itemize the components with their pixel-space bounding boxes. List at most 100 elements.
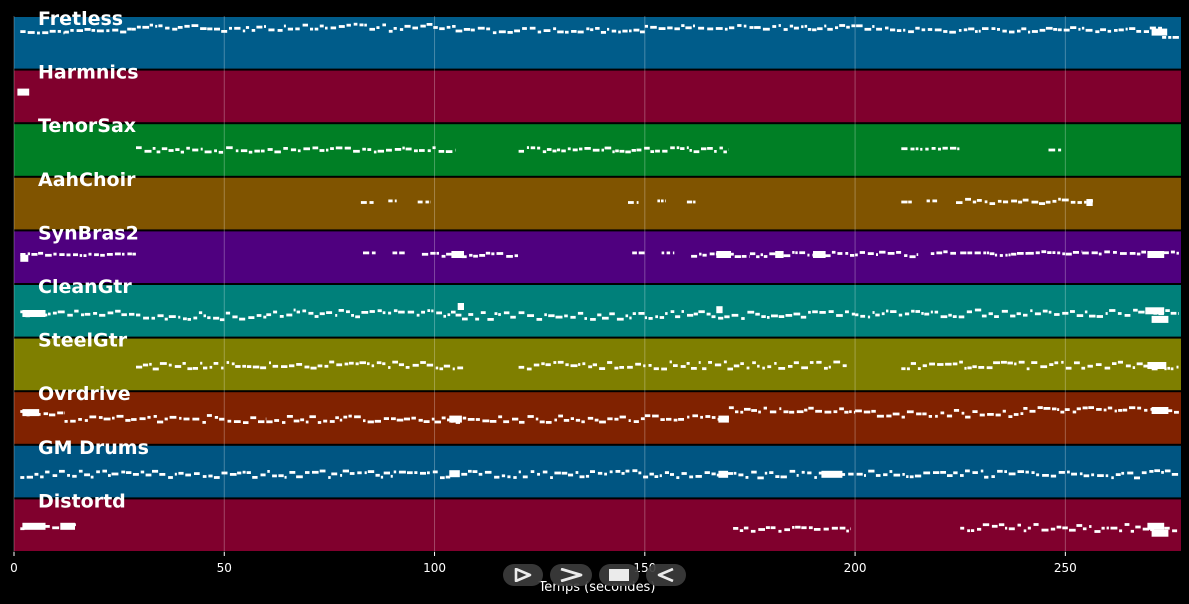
- note: [1124, 523, 1130, 526]
- note: [1002, 29, 1007, 33]
- note: [1091, 473, 1095, 477]
- note: [376, 361, 382, 365]
- note: [590, 28, 594, 32]
- note: [923, 471, 931, 475]
- note: [278, 474, 284, 478]
- track-notes: [360, 197, 1093, 206]
- note: [289, 471, 296, 474]
- note: [364, 23, 367, 27]
- note: [304, 365, 310, 369]
- note: [1050, 527, 1056, 531]
- note: [1070, 200, 1076, 204]
- note: [526, 146, 529, 149]
- note: [751, 409, 757, 412]
- note: [527, 415, 534, 418]
- note: [266, 420, 273, 424]
- note: [131, 27, 136, 31]
- note: [510, 315, 516, 319]
- note: [132, 252, 136, 256]
- note: [535, 417, 539, 421]
- note: [147, 415, 151, 419]
- note: [801, 366, 808, 370]
- note: [967, 251, 973, 255]
- play-outline-button[interactable]: [503, 564, 543, 586]
- note: [1081, 250, 1083, 254]
- note: [848, 472, 854, 476]
- note: [982, 27, 989, 30]
- note: [672, 251, 675, 255]
- note: [1129, 27, 1136, 30]
- note: [789, 410, 795, 414]
- note: [695, 475, 702, 478]
- note: [1076, 524, 1083, 527]
- note: [326, 148, 329, 152]
- note: [915, 147, 919, 151]
- note: [817, 27, 823, 31]
- note-block: [17, 88, 30, 96]
- note: [66, 253, 71, 257]
- note: [594, 418, 599, 422]
- note: [392, 360, 398, 364]
- note: [506, 255, 513, 258]
- note: [808, 310, 811, 314]
- note: [1076, 407, 1081, 411]
- note: [792, 526, 795, 529]
- note: [657, 199, 660, 203]
- note: [1037, 406, 1043, 409]
- note: [84, 28, 91, 31]
- note: [20, 410, 24, 413]
- note: [302, 23, 308, 27]
- note: [654, 475, 659, 478]
- note: [20, 527, 25, 531]
- note: [296, 363, 303, 366]
- forward-button[interactable]: [550, 564, 592, 586]
- note: [635, 362, 641, 366]
- note: [302, 309, 307, 313]
- note: [369, 27, 375, 31]
- note: [876, 414, 884, 418]
- note: [693, 150, 700, 154]
- note: [514, 254, 518, 258]
- note: [653, 367, 659, 371]
- note: [904, 312, 910, 316]
- note: [393, 470, 397, 474]
- note: [859, 251, 865, 254]
- back-button[interactable]: [646, 564, 686, 586]
- note: [272, 364, 279, 368]
- note: [290, 148, 297, 152]
- note: [136, 365, 143, 369]
- note: [1172, 36, 1179, 39]
- note: [670, 146, 675, 150]
- note: [796, 410, 804, 414]
- note: [906, 410, 914, 414]
- note: [1084, 310, 1088, 314]
- note: [1011, 252, 1017, 256]
- note: [622, 29, 628, 33]
- note: [57, 30, 61, 33]
- note: [1118, 28, 1124, 32]
- track-notes: [136, 146, 1062, 154]
- note: [687, 313, 694, 317]
- note: [789, 24, 794, 28]
- note: [1110, 526, 1118, 530]
- note: [989, 202, 996, 205]
- note: [850, 527, 851, 531]
- note: [739, 529, 744, 532]
- note: [738, 473, 744, 477]
- note: [1107, 29, 1112, 33]
- note: [1017, 29, 1021, 33]
- note: [1149, 26, 1156, 30]
- note: [997, 469, 1003, 473]
- note: [1149, 470, 1154, 473]
- note: [405, 366, 410, 369]
- note: [78, 469, 83, 473]
- note: [740, 362, 744, 365]
- note: [661, 367, 667, 371]
- note: [300, 418, 305, 422]
- stop-button[interactable]: [599, 564, 639, 586]
- note: [102, 469, 107, 473]
- note: [916, 253, 919, 256]
- note: [1087, 364, 1093, 368]
- note: [632, 251, 637, 255]
- note: [994, 315, 999, 318]
